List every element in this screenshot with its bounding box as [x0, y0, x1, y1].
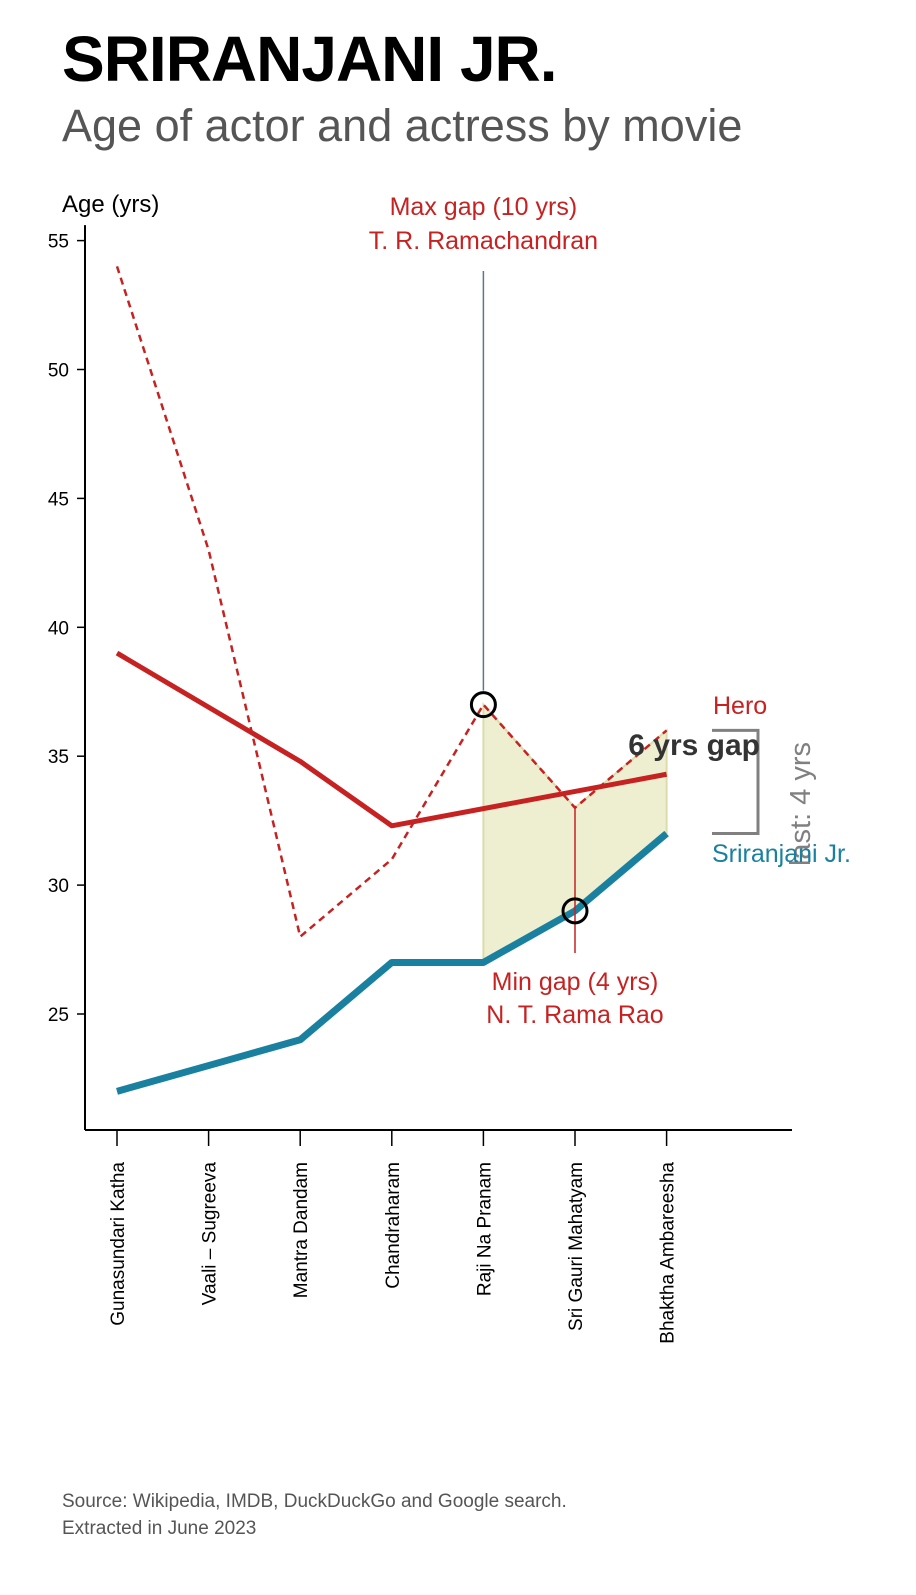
min-gap-marker [561, 897, 589, 925]
min-gap-label: Min gap (4 yrs) [492, 968, 659, 996]
y-tick-label: 45 [48, 489, 69, 510]
chart-subtitle: Age of actor and actress by movie [62, 100, 743, 151]
y-tick-label: 40 [48, 618, 69, 639]
source-line: Source: Wikipedia, IMDB, DuckDuckGo and … [62, 1491, 567, 1512]
actress-series-label: Sriranjani Jr. [712, 840, 851, 868]
x-tick-label: Raji Na Pranam [474, 1162, 495, 1296]
max-gap-label: Max gap (10 yrs) [390, 193, 578, 221]
hero-age-trend-line [115, 650, 668, 829]
extraction-date: Extracted in June 2023 [62, 1518, 257, 1539]
x-tick-label: Mantra Dandam [291, 1162, 312, 1298]
last-gap-label: last: 4 yrs [785, 742, 817, 866]
y-tick-label: 55 [48, 232, 69, 253]
average-gap-label: 6 yrs gap [628, 729, 760, 762]
x-tick-label: Chandraharam [383, 1162, 404, 1289]
y-axis-label: Age (yrs) [62, 191, 159, 218]
y-tick-label: 25 [48, 1005, 69, 1026]
y-tick-label: 30 [48, 876, 69, 897]
min-gap-hero-name: N. T. Rama Rao [486, 1001, 663, 1029]
x-tick-label: Bhaktha Ambareesha [658, 1162, 679, 1344]
x-tick-label: Gunasundari Katha [108, 1162, 129, 1326]
source-note: Source: Wikipedia, IMDB, DuckDuckGo and … [62, 1488, 567, 1542]
last-gap-bracket [712, 728, 760, 836]
x-tick-label: Sri Gauri Mahatyam [566, 1162, 587, 1331]
max-gap-marker [469, 691, 497, 719]
chart-title: SRIRANJANI JR. [62, 23, 558, 95]
y-tick-label: 35 [48, 747, 69, 768]
hero-series-label: Hero [713, 692, 767, 720]
x-tick-label: Vaali – Sugreeva [200, 1162, 221, 1306]
y-tick-label: 50 [48, 361, 69, 382]
max-gap-hero-name: T. R. Ramachandran [369, 227, 598, 255]
